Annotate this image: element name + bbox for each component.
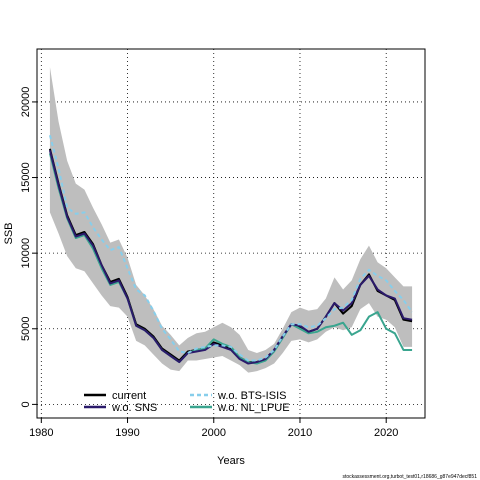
y-axis-title: SSB (3, 222, 15, 244)
y-tick-label-0: 0 (20, 401, 32, 407)
legend-label-3: w.o. NL_LPUE (217, 402, 290, 414)
legend-label-2: w.o. BTS-ISIS (217, 390, 286, 402)
footnote: stockassessment.org,turbot_test01,r18686… (342, 474, 477, 480)
confidence-band-layer (49, 67, 413, 373)
x-tick-label-2020: 2020 (374, 427, 398, 439)
y-tick-label-10000: 10000 (20, 238, 32, 269)
legend-label-0: current (112, 390, 146, 402)
series-layer (48, 134, 413, 365)
y-tick-label-15000: 15000 (20, 162, 32, 193)
plot-frame (36, 48, 426, 419)
confidence-band (49, 67, 413, 373)
series-line-1 (48, 150, 413, 365)
legend-label-1: w.o. SNS (111, 402, 157, 414)
y-tick-label-20000: 20000 (20, 87, 32, 118)
x-tick-label-2010: 2010 (288, 427, 312, 439)
x-tick-label-2000: 2000 (202, 427, 226, 439)
series-line-2 (48, 134, 413, 362)
y-tick-label-5000: 5000 (20, 317, 32, 341)
x-tick-label-1990: 1990 (115, 427, 139, 439)
y-axis: 0 5000 10000 15000 20000 (20, 87, 37, 407)
x-axis: 1980 1990 2000 2010 2020 (29, 418, 398, 439)
x-tick-label-1980: 1980 (29, 427, 53, 439)
x-axis-title: Years (217, 455, 245, 467)
